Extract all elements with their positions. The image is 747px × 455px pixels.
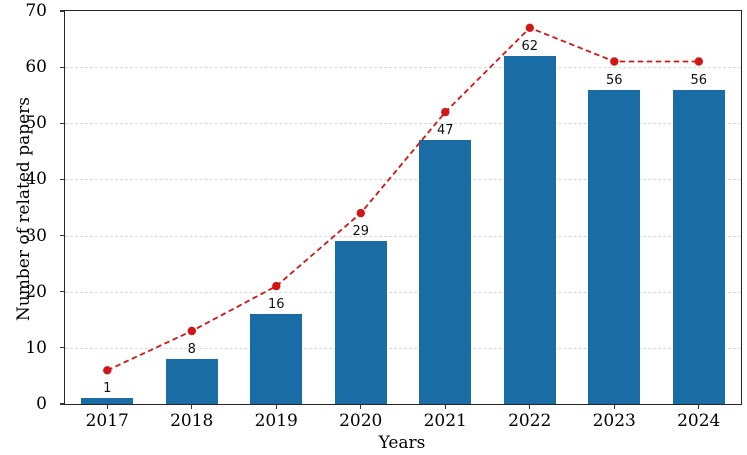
y-tick-label-60: 60 bbox=[25, 57, 47, 78]
trend-marker-2018 bbox=[187, 326, 196, 336]
y-tick-mark bbox=[59, 234, 64, 237]
y-tick-label-70: 70 bbox=[25, 1, 47, 21]
plot-area: 0 10 20 30 40 50 60 70 1 2017 8 2018 16 2019 29 2020 47 2… bbox=[25, 2, 742, 431]
trend-line-path bbox=[106, 26, 699, 372]
x-tick-label-2017: 2017 bbox=[85, 411, 129, 431]
y-tick-label-10: 10 bbox=[25, 337, 47, 358]
y-tick-label-30: 30 bbox=[25, 225, 47, 246]
x-tick-label-2024: 2024 bbox=[677, 411, 721, 431]
gridline-y-60 bbox=[65, 67, 741, 69]
trend-marker-2017 bbox=[103, 366, 112, 375]
x-tick-label-2021: 2021 bbox=[423, 411, 467, 431]
bar-value-label-2021: 47 bbox=[436, 123, 454, 139]
y-tick-mark bbox=[59, 347, 64, 349]
x-tick-label-2020: 2020 bbox=[339, 411, 383, 431]
y-tick-mark bbox=[59, 178, 64, 181]
y-tick-label-20: 20 bbox=[25, 281, 47, 302]
bar-2023 bbox=[588, 89, 641, 404]
x-tick-mark bbox=[613, 405, 615, 410]
trend-marker-2021 bbox=[441, 107, 450, 117]
y-tick-mark bbox=[59, 291, 64, 293]
y-tick-mark bbox=[59, 403, 64, 405]
x-tick-label-2019: 2019 bbox=[254, 411, 298, 431]
bar-value-label-2019: 16 bbox=[267, 297, 285, 313]
gridline-y-50 bbox=[65, 123, 741, 125]
bar-2017 bbox=[81, 398, 134, 404]
y-tick-label-50: 50 bbox=[25, 113, 47, 134]
bar-value-label-2024: 56 bbox=[690, 72, 708, 88]
gridline-y-40 bbox=[65, 179, 741, 181]
x-tick-mark bbox=[529, 405, 531, 410]
gridline-y-20 bbox=[65, 291, 741, 293]
gridline-y-10 bbox=[65, 347, 741, 349]
trend-line-layer bbox=[103, 23, 703, 375]
bar-2024 bbox=[672, 89, 725, 404]
trend-marker-2020 bbox=[356, 208, 365, 218]
trend-marker-2024 bbox=[694, 57, 703, 66]
bar-value-label-2018: 8 bbox=[187, 342, 196, 358]
x-tick-mark bbox=[106, 405, 108, 410]
x-tick-label-2023: 2023 bbox=[592, 411, 636, 431]
x-tick-mark bbox=[360, 405, 362, 410]
trend-marker-2022 bbox=[525, 23, 534, 32]
bar-2022 bbox=[503, 55, 556, 404]
bar-2020 bbox=[334, 241, 387, 404]
bar-2021 bbox=[419, 140, 472, 404]
bar-value-label-2020: 29 bbox=[352, 224, 370, 240]
y-tick-label-0: 0 bbox=[36, 394, 47, 414]
x-tick-label-2018: 2018 bbox=[170, 411, 214, 431]
x-tick-mark bbox=[275, 405, 277, 410]
y-tick-mark bbox=[59, 66, 64, 68]
trend-marker-2019 bbox=[272, 281, 281, 291]
x-tick-mark bbox=[698, 405, 700, 410]
y-tick-mark bbox=[59, 10, 64, 12]
x-tick-mark bbox=[444, 405, 446, 410]
bar-2019 bbox=[250, 314, 303, 404]
bar-2018 bbox=[165, 359, 218, 404]
bar-value-label-2017: 1 bbox=[103, 381, 112, 397]
x-tick-label-2022: 2022 bbox=[508, 411, 552, 431]
bar-value-label-2023: 56 bbox=[605, 72, 623, 88]
y-tick-label-40: 40 bbox=[25, 169, 47, 190]
trend-marker-2023 bbox=[610, 57, 619, 66]
y-tick-mark bbox=[59, 122, 64, 124]
gridline-y-30 bbox=[65, 235, 741, 237]
bar-value-label-2022: 62 bbox=[521, 38, 539, 54]
x-axis-title: Years bbox=[378, 433, 426, 453]
x-tick-mark bbox=[191, 405, 193, 410]
